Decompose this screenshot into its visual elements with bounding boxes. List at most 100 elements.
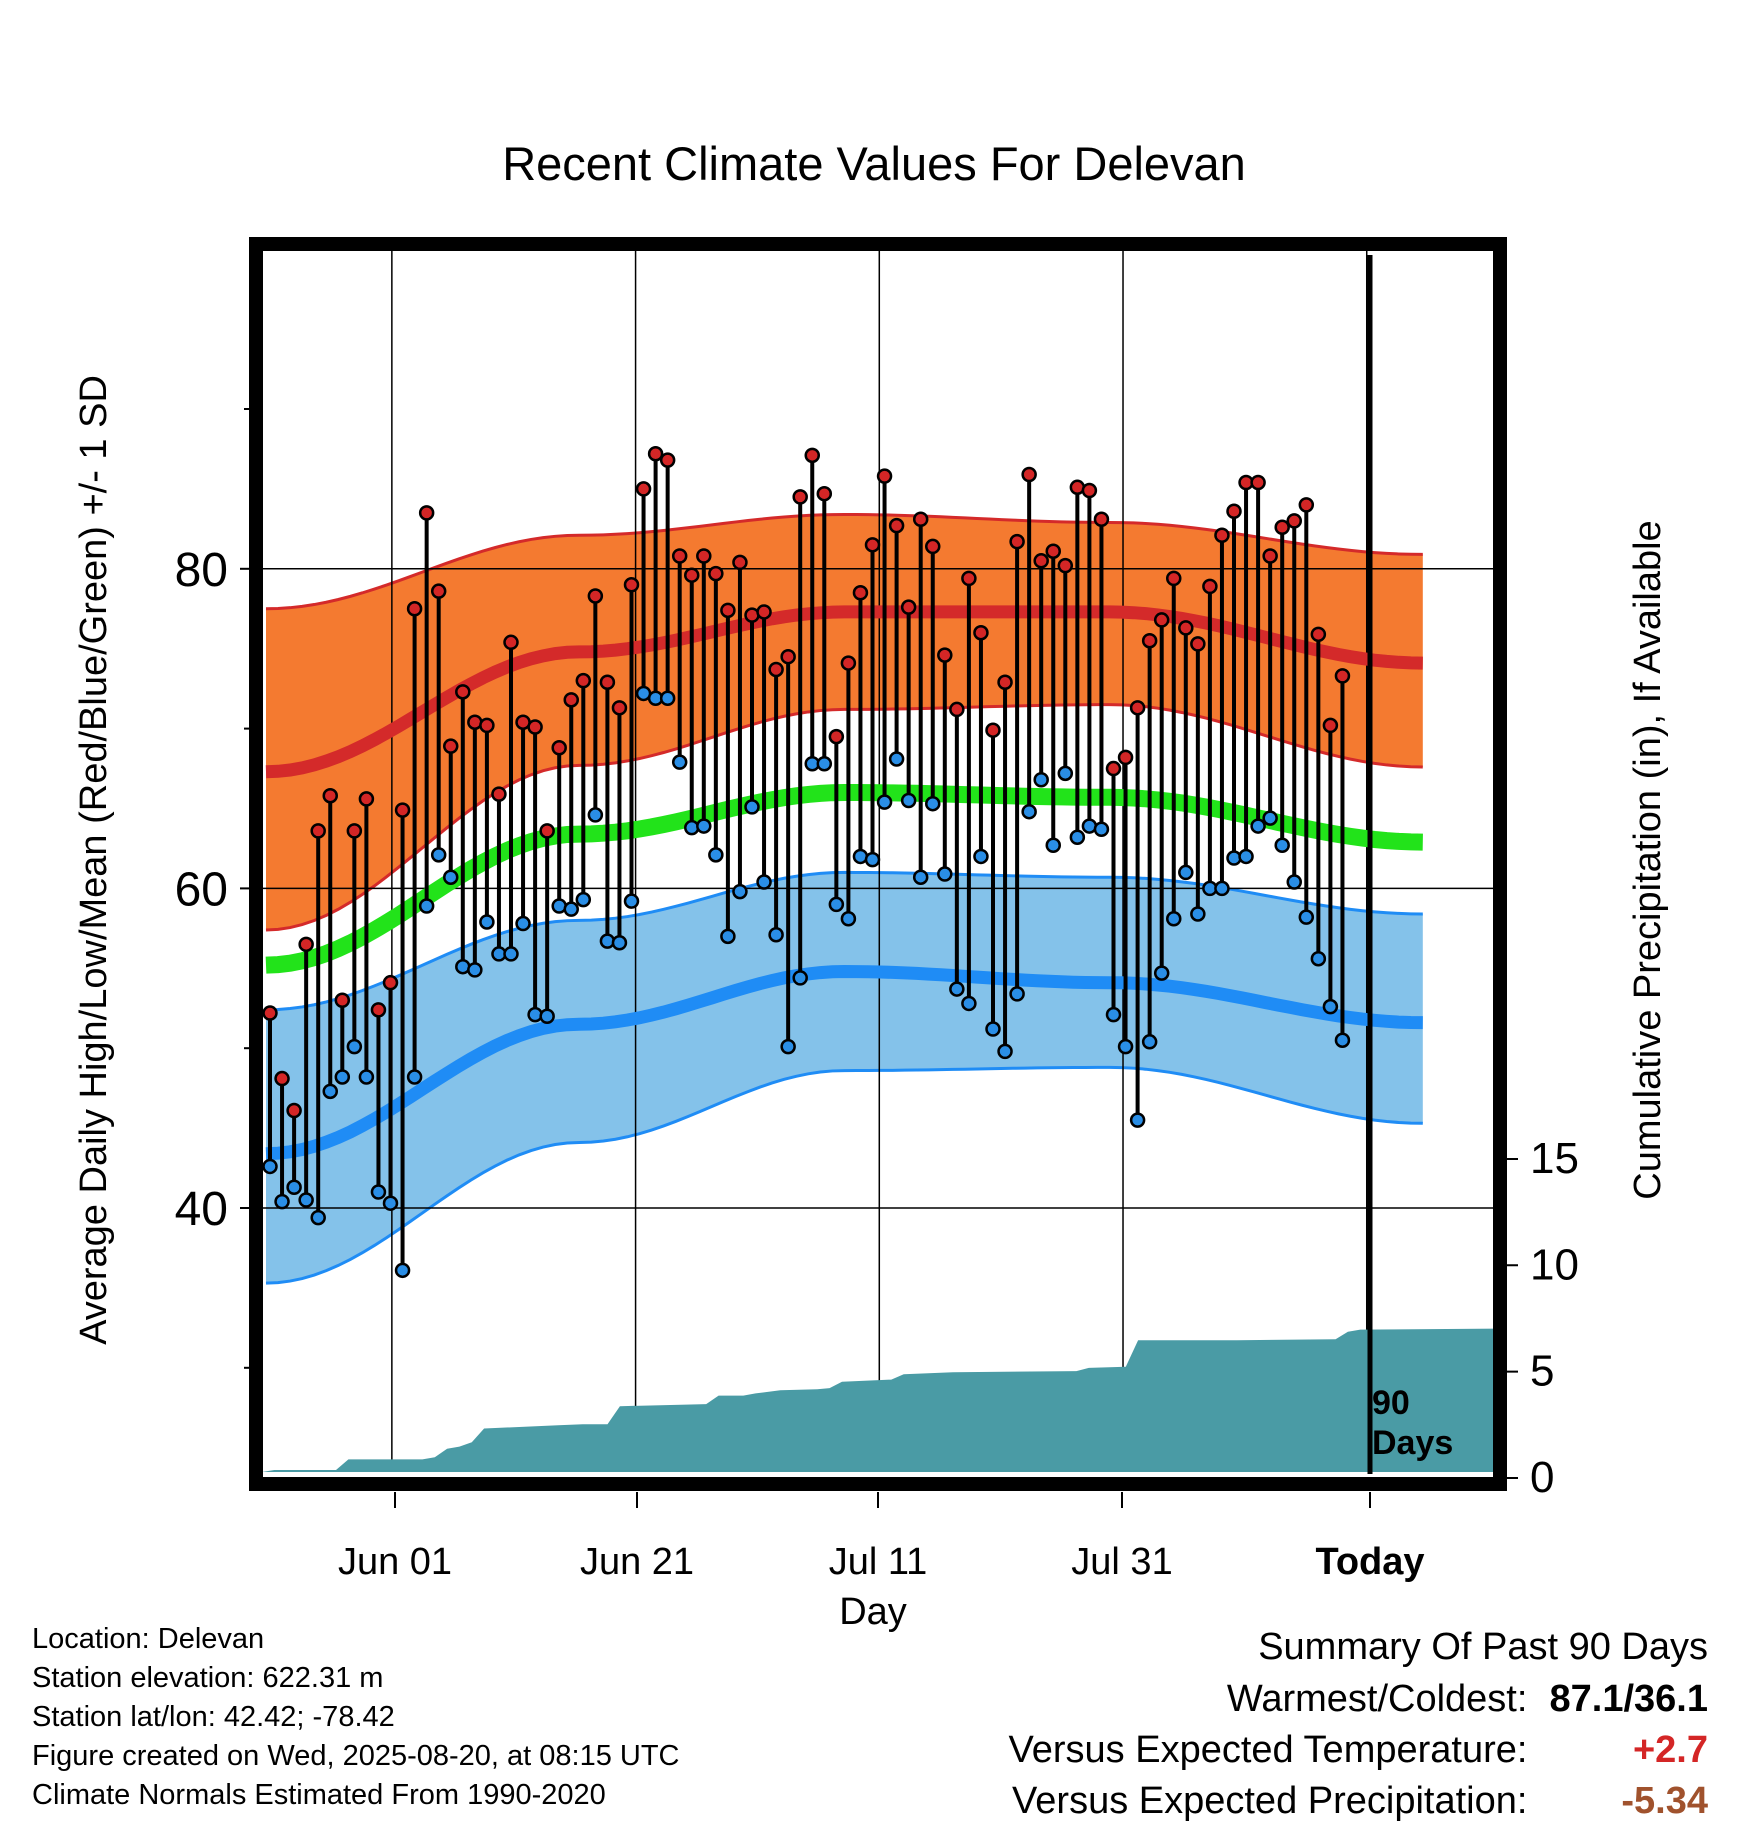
daily-high-point (1310, 626, 1327, 643)
daily-low-point (828, 896, 845, 913)
daily-low-point (900, 792, 917, 809)
daily-low-point (1021, 803, 1037, 820)
daily-low-point (961, 995, 977, 1012)
daily-low-point (575, 891, 592, 908)
daily-low-point (1262, 810, 1278, 826)
daily-low-point (370, 1184, 387, 1200)
daily-high-point (539, 823, 555, 839)
daily-high-point (937, 647, 953, 663)
daily-low-point (406, 1069, 423, 1085)
daily-high-point (840, 655, 857, 671)
daily-low-point (611, 934, 628, 951)
daily-high-point (1166, 570, 1182, 587)
daily-low-point (732, 883, 748, 900)
daily-high-point (527, 719, 543, 735)
daily-high-point (1226, 503, 1242, 520)
daily-high-point (587, 588, 604, 604)
daily-high-point (1214, 527, 1230, 543)
y-axis-right-label: Cumulative Precipitation (in), If Availa… (1627, 520, 1669, 1199)
daily-high-point (382, 974, 399, 991)
daily-low-point (985, 1021, 1001, 1037)
daily-low-point (1310, 950, 1327, 967)
daily-high-point (1057, 557, 1074, 574)
daily-low-point (382, 1195, 399, 1211)
daily-high-point (756, 604, 772, 620)
daily-low-point (1298, 909, 1315, 925)
summary-panel: Summary Of Past 90 Days Warmest/Coldest:… (1009, 1620, 1708, 1827)
daily-high-point (1334, 668, 1351, 684)
daily-low-point (780, 1038, 796, 1055)
daily-high-point (334, 992, 351, 1009)
daily-low-point (937, 866, 953, 882)
daily-low-point (1153, 965, 1170, 981)
daily-high-point (1298, 497, 1315, 513)
daily-high-point (1322, 717, 1339, 734)
daily-low-point (467, 962, 483, 978)
daily-high-point (876, 468, 893, 484)
y-axis-label: Average Daily High/Low/Mean (Red/Blue/Gr… (73, 375, 115, 1345)
daily-low-point (443, 869, 459, 885)
plot-area (262, 250, 1496, 1472)
summary-warmest-coldest: Warmest/Coldest: 87.1/36.1 (1009, 1674, 1708, 1725)
daily-high-point (828, 728, 845, 745)
daily-high-point (1178, 620, 1194, 636)
station-metadata: Location: Delevan Station elevation: 622… (32, 1620, 680, 1815)
daily-high-point (1033, 553, 1049, 569)
daily-high-point (298, 936, 314, 953)
daily-high-point (1141, 632, 1158, 649)
daily-high-point (406, 601, 423, 617)
daily-low-point (671, 754, 688, 770)
daily-high-point (792, 489, 808, 505)
daily-low-point (274, 1193, 290, 1210)
daily-high-point (659, 452, 676, 468)
daily-low-point (322, 1083, 338, 1100)
daily-low-point (1141, 1034, 1158, 1050)
daily-low-point (973, 848, 989, 865)
daily-high-point (394, 802, 411, 818)
daily-high-point (551, 740, 567, 756)
daily-high-point (1202, 578, 1218, 595)
daily-low-point (1178, 864, 1194, 881)
daily-high-point (635, 481, 652, 497)
daily-high-point (1250, 474, 1266, 491)
daily-high-point (852, 585, 869, 601)
daily-low-point (876, 794, 893, 810)
daily-high-point (900, 599, 917, 615)
daily-low-point (262, 1158, 278, 1175)
y-right-tick-label: 0 (1530, 1453, 1554, 1502)
daily-high-point (732, 554, 748, 571)
normal-mean-line (265, 784, 1423, 974)
x-tick-label: Jul 11 (829, 1541, 928, 1583)
daily-high-point (1274, 519, 1290, 536)
daily-low-point (1322, 998, 1339, 1015)
daily-low-point (888, 751, 905, 767)
daily-high-point (322, 787, 338, 804)
daily-low-point (479, 914, 495, 930)
temp-label: Versus Expected Temperature: (1008, 1729, 1528, 1771)
daily-high-point (1153, 612, 1170, 628)
daily-low-point (816, 756, 833, 772)
daily-low-point (925, 795, 941, 812)
daily-low-point (1045, 837, 1061, 854)
daily-high-point (961, 570, 977, 587)
daily-high-point (346, 823, 363, 839)
daily-low-point (503, 946, 519, 962)
x-tick-label: Jul 31 (1071, 1541, 1172, 1583)
daily-low-point (394, 1262, 411, 1279)
daily-high-point (925, 538, 941, 555)
daily-high-point (418, 505, 435, 521)
low-sd-band-lower-edge (265, 1065, 1423, 1285)
precip-value: -5.34 (1621, 1780, 1708, 1822)
daily-low-point (334, 1069, 351, 1085)
daily-high-point (443, 738, 459, 754)
daily-low-point (912, 869, 929, 885)
daily-low-point (358, 1069, 375, 1085)
daily-high-point (780, 648, 796, 665)
daily-low-point (310, 1209, 326, 1226)
daily-high-point (1129, 700, 1146, 716)
chart-title: Recent Climate Values For Delevan (502, 137, 1246, 190)
daily-low-point (1117, 1038, 1134, 1055)
meta-normals: Climate Normals Estimated From 1990-2020 (32, 1779, 606, 1811)
daily-high-point (973, 624, 989, 641)
